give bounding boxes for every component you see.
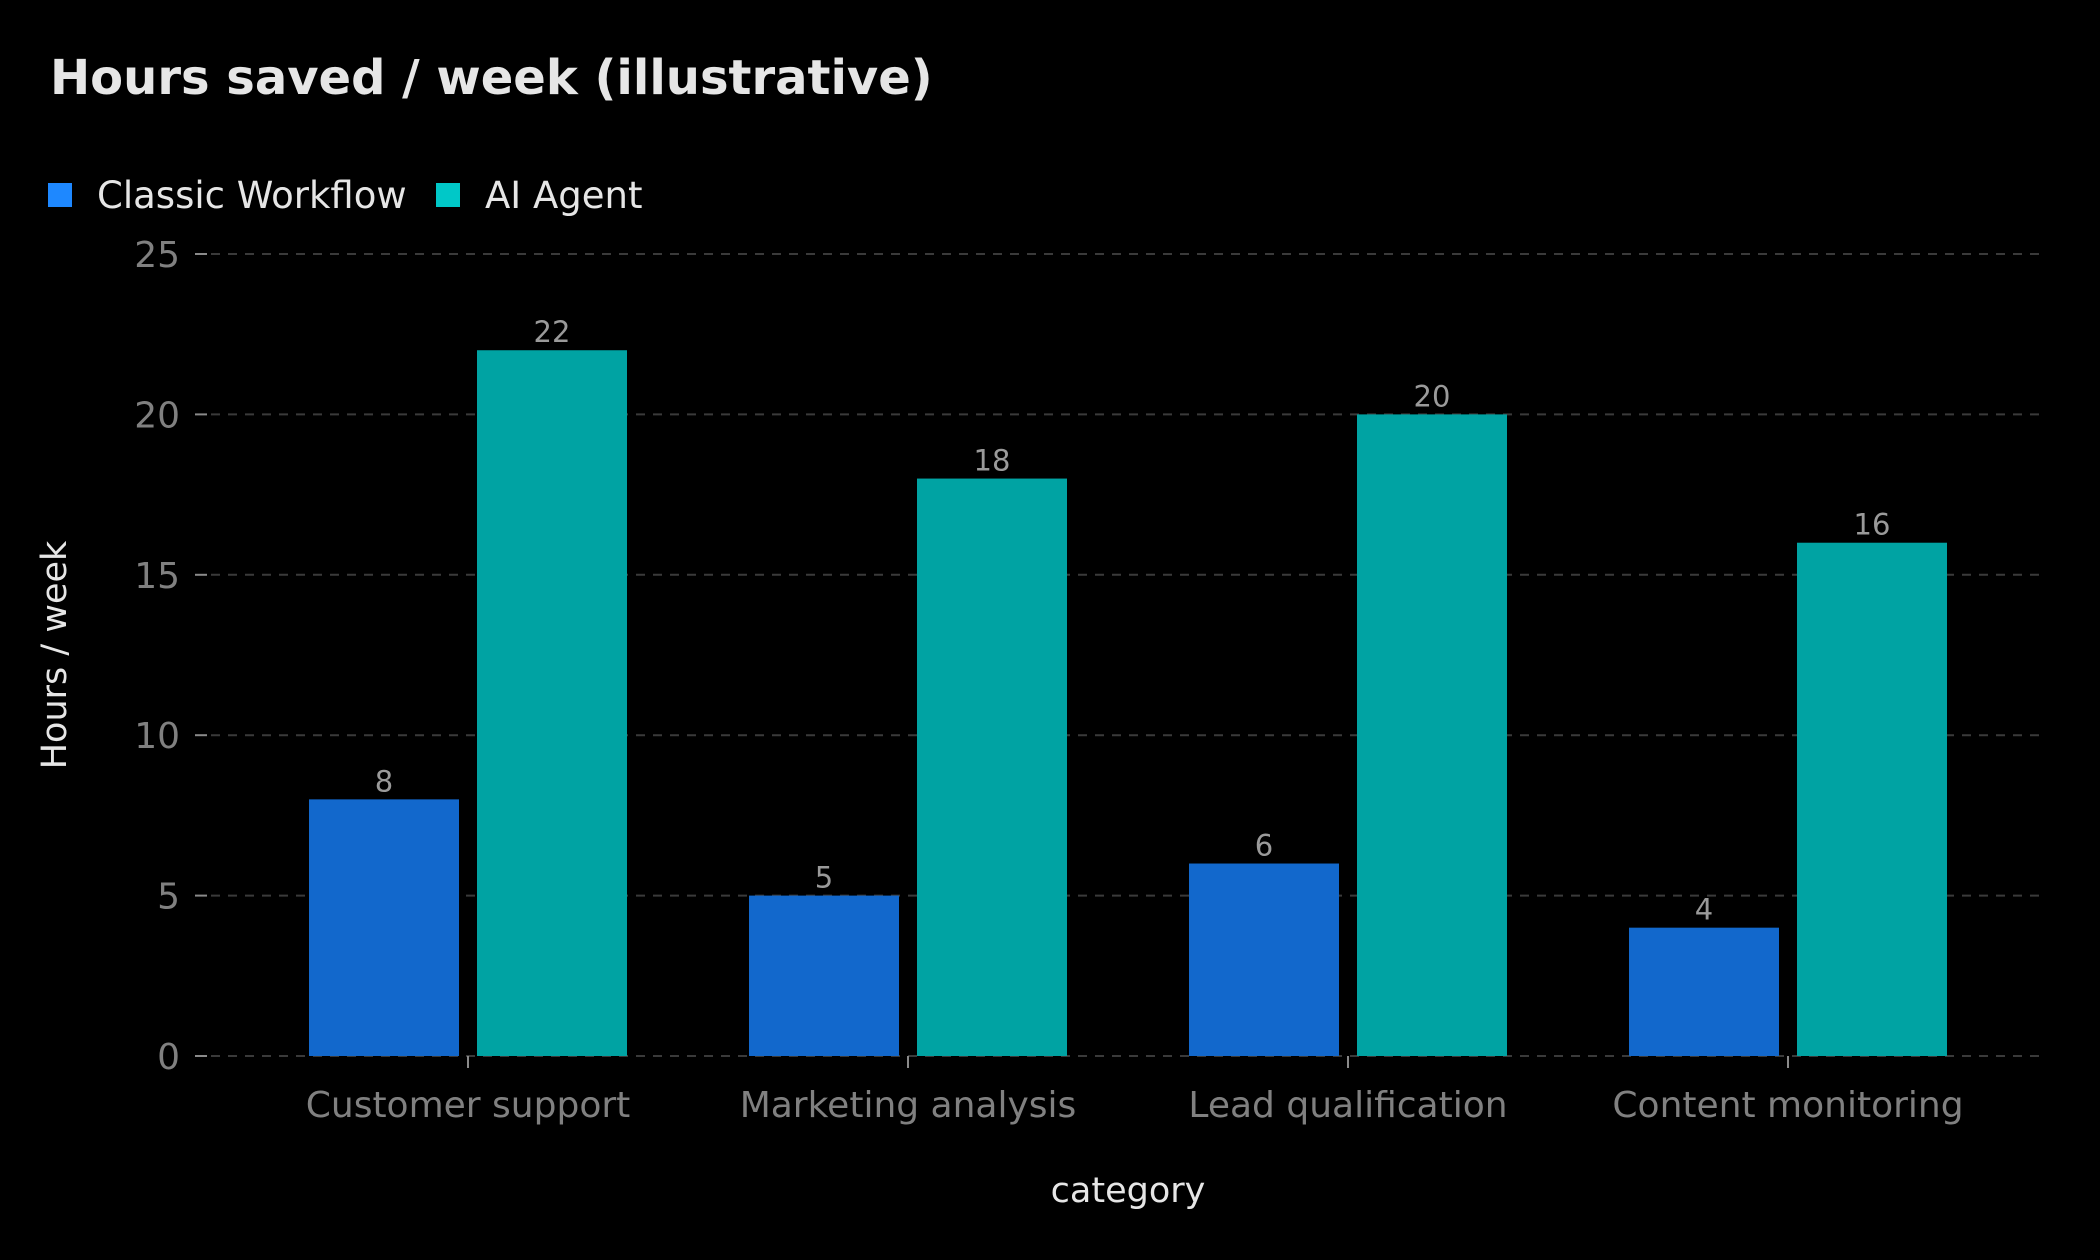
data-label-ai-agent-lead-qualification: 20 [1414, 379, 1451, 413]
y-tick-label-5: 5 [157, 877, 180, 918]
data-label-ai-agent-marketing-analysis: 18 [974, 444, 1011, 478]
chart-title: Hours saved / week (illustrative) [50, 50, 933, 106]
bar-classic-workflow-lead-qualification [1189, 863, 1339, 1056]
x-tick-label-lead-qualification: Lead qualification [1188, 1085, 1507, 1126]
data-label-classic-workflow-marketing-analysis: 5 [815, 861, 833, 895]
data-label-ai-agent-content-monitoring: 16 [1854, 508, 1891, 542]
legend-label-ai-agent: AI Agent [485, 174, 643, 217]
y-tick-label-15: 15 [134, 556, 180, 597]
x-tick-label-marketing-analysis: Marketing analysis [740, 1085, 1077, 1126]
data-labels: 8 22 5 18 6 20 4 16 [375, 315, 1891, 926]
data-label-classic-workflow-customer-support: 8 [375, 764, 393, 798]
bar-ai-agent-marketing-analysis [917, 478, 1067, 1056]
y-tick-label-10: 10 [134, 716, 180, 757]
bar-ai-agent-content-monitoring [1797, 542, 1947, 1056]
legend-swatch-classic-workflow [48, 183, 72, 207]
legend-swatch-ai-agent [436, 183, 460, 207]
x-tick-label-content-monitoring: Content monitoring [1612, 1085, 1963, 1126]
x-tick-label-customer-support: Customer support [306, 1085, 631, 1126]
y-axis-title: Hours / week [35, 540, 75, 769]
x-axis-title: category [1051, 1171, 1206, 1211]
data-label-classic-workflow-content-monitoring: 4 [1695, 893, 1713, 927]
bar-ai-agent-customer-support [477, 350, 627, 1056]
y-tick-label-25: 25 [134, 235, 180, 276]
data-label-classic-workflow-lead-qualification: 6 [1255, 829, 1273, 863]
legend: Classic Workflow AI Agent [48, 174, 643, 217]
x-axis: Customer support Marketing analysis Lead q… [306, 1056, 1964, 1126]
y-tick-label-20: 20 [134, 395, 180, 436]
bar-ai-agent-lead-qualification [1357, 414, 1507, 1056]
bar-classic-workflow-marketing-analysis [749, 895, 899, 1056]
bars [309, 350, 1947, 1056]
bar-classic-workflow-content-monitoring [1629, 927, 1779, 1056]
y-tick-label-0: 0 [157, 1037, 180, 1078]
legend-label-classic-workflow: Classic Workflow [97, 174, 407, 217]
bar-classic-workflow-customer-support [309, 799, 459, 1056]
data-label-ai-agent-customer-support: 22 [534, 315, 571, 349]
y-axis: 0 5 10 15 20 25 [134, 235, 207, 1078]
